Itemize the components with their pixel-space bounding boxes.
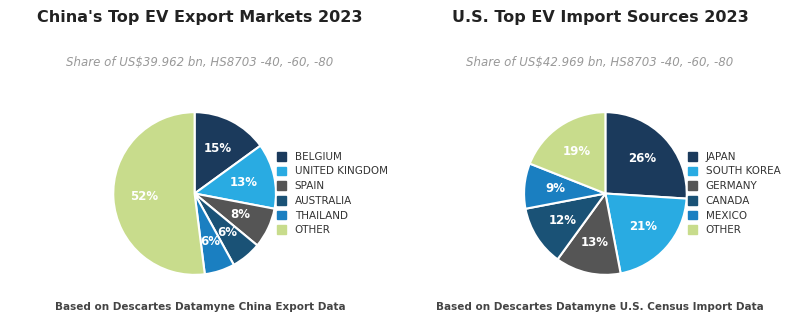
Text: Based on Descartes Datamyne U.S. Census Import Data: Based on Descartes Datamyne U.S. Census … — [436, 302, 764, 312]
Text: 6%: 6% — [200, 235, 220, 248]
Text: 19%: 19% — [563, 145, 591, 158]
Text: 13%: 13% — [580, 236, 608, 249]
Text: 6%: 6% — [217, 226, 237, 239]
Legend: BELGIUM, UNITED KINGDOM, SPAIN, AUSTRALIA, THAILAND, OTHER: BELGIUM, UNITED KINGDOM, SPAIN, AUSTRALI… — [277, 152, 388, 235]
Wedge shape — [606, 194, 686, 274]
Text: Based on Descartes Datamyne China Export Data: Based on Descartes Datamyne China Export… — [54, 302, 346, 312]
Text: 21%: 21% — [630, 220, 658, 234]
Wedge shape — [194, 194, 258, 265]
Text: 52%: 52% — [130, 190, 158, 203]
Wedge shape — [194, 194, 234, 274]
Wedge shape — [530, 112, 606, 194]
Wedge shape — [558, 194, 621, 275]
Wedge shape — [194, 146, 276, 209]
Wedge shape — [194, 112, 261, 194]
Text: 26%: 26% — [628, 153, 656, 166]
Legend: JAPAN, SOUTH KOREA, GERMANY, CANADA, MEXICO, OTHER: JAPAN, SOUTH KOREA, GERMANY, CANADA, MEX… — [688, 152, 780, 235]
Wedge shape — [526, 194, 606, 259]
Text: 8%: 8% — [230, 209, 250, 221]
Text: Share of US$39.962 bn, HS8703 -40, -60, -80: Share of US$39.962 bn, HS8703 -40, -60, … — [66, 56, 334, 69]
Wedge shape — [524, 164, 606, 209]
Wedge shape — [194, 194, 274, 245]
Text: 9%: 9% — [545, 182, 565, 195]
Text: U.S. Top EV Import Sources 2023: U.S. Top EV Import Sources 2023 — [452, 10, 748, 25]
Text: 12%: 12% — [549, 214, 577, 227]
Text: Share of US$42.969 bn, HS8703 -40, -60, -80: Share of US$42.969 bn, HS8703 -40, -60, … — [466, 56, 734, 69]
Text: China's Top EV Export Markets 2023: China's Top EV Export Markets 2023 — [38, 10, 362, 25]
Wedge shape — [606, 112, 686, 199]
Text: 15%: 15% — [203, 142, 231, 155]
Wedge shape — [114, 112, 205, 275]
Text: 13%: 13% — [230, 176, 258, 189]
